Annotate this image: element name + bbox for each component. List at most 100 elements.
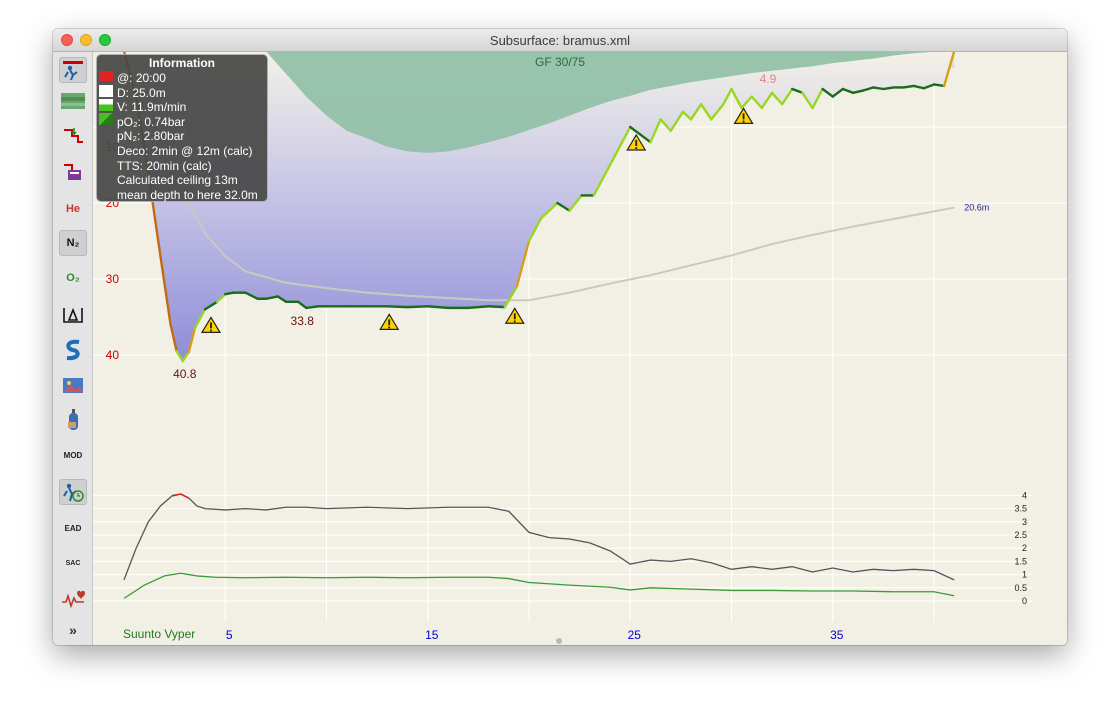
depth-profile-segment (159, 254, 172, 326)
diver-ceiling-icon (63, 61, 83, 81)
depth-profile-segment (467, 305, 490, 310)
depth-profile-segment (841, 87, 855, 94)
depth-profile-segment (527, 216, 543, 243)
warning-dot (742, 120, 745, 123)
depth-profile-segment (922, 83, 936, 90)
mod-icon: MOD (63, 450, 83, 460)
time-tick-label: 25 (628, 628, 642, 642)
mod-toggle[interactable]: MOD (59, 442, 87, 468)
depth-profile-segment (386, 305, 409, 309)
depth-profile-segment (406, 305, 429, 309)
warning-dot (513, 320, 516, 323)
time-tick-label: 5 (226, 628, 233, 642)
ceiling-area (265, 52, 955, 153)
heatmap-toggle[interactable] (59, 88, 87, 114)
depth-profile-segment (942, 52, 956, 88)
ceiling-steps-toggle[interactable] (59, 123, 87, 149)
warning-stroke (210, 322, 212, 329)
warning-stroke (388, 319, 391, 326)
depth-profile-segment (181, 350, 191, 363)
ead-toggle[interactable]: EAD (59, 515, 87, 541)
depth-profile-segment (556, 201, 571, 212)
he-toggle[interactable]: He (59, 196, 87, 222)
depth-profile-segment (175, 350, 184, 363)
close-window-button[interactable] (61, 34, 73, 46)
po2-swatch (99, 113, 113, 125)
warning-stroke (513, 313, 516, 320)
depth-profile-segment (801, 91, 814, 110)
title-bar: Subsurface: bramus.xml (53, 29, 1067, 52)
warning-icon (504, 307, 525, 324)
maximize-window-button[interactable] (99, 34, 111, 46)
info-box[interactable]: Information @: 20:00 D: 25.0m V: 11.9m/m… (96, 54, 268, 202)
info-ceiling: Calculated ceiling 13m (117, 173, 238, 188)
warning-icon (626, 133, 647, 151)
depth-profile-segment (780, 87, 794, 106)
o2-toggle[interactable]: O₂ (59, 265, 87, 291)
info-depth: D: 25.0m (117, 85, 166, 100)
depth-profile-segment (932, 83, 946, 88)
minimize-window-button[interactable] (80, 34, 92, 46)
mean-depth-label: 20.6m (964, 203, 989, 213)
gf-label: GF 30/75 (535, 55, 585, 69)
info-pn2: pN₂: 2.80bar (117, 129, 185, 144)
ruler-toggle[interactable] (59, 302, 87, 328)
n2-toggle[interactable]: N₂ (59, 230, 87, 256)
depth-profile-segment (791, 87, 804, 94)
ruler-icon (63, 307, 83, 323)
warning-stroke (635, 140, 638, 146)
deco-calc-icon (64, 164, 81, 180)
diver-tissue-icon (63, 483, 84, 502)
depth-profile-segment (487, 305, 506, 309)
scale-icon (66, 339, 80, 361)
depth-profile-segment (649, 118, 662, 144)
depth-profile-segment (169, 323, 178, 353)
depth-profile-segment (821, 87, 834, 98)
depth-profile-segment (539, 201, 559, 220)
depth-profile-segment (851, 89, 865, 94)
depth-profile-segment (224, 291, 235, 296)
ead-icon: EAD (64, 523, 82, 533)
depth-profile-segment (740, 95, 753, 110)
deco-calc-toggle[interactable] (59, 158, 87, 184)
total-pressure-line (123, 493, 955, 581)
splitter-handle[interactable] (556, 638, 562, 644)
profile-layers: 40.8 33.8 4.9 20.6m (123, 52, 989, 381)
depth-tick-label: 30 (106, 272, 120, 286)
depth-profile-segment (215, 292, 227, 304)
depth-profile-segment (276, 295, 288, 304)
helium-icon: He (65, 203, 81, 215)
depth-profile-segment (620, 125, 632, 144)
chevron-double-down-icon: » (69, 622, 77, 638)
depth-profile-segment (831, 87, 845, 98)
tank-toggle[interactable] (59, 407, 87, 433)
profile-toolbar: He N₂ O₂ MOD EAD SAC (53, 52, 93, 645)
scale-toggle[interactable] (59, 337, 87, 363)
dive-computer-label: Suunto Vyper (123, 627, 196, 641)
more-toggle[interactable]: » (59, 617, 87, 643)
ceiling-steps-icon (64, 128, 83, 143)
depth-profile-segment (426, 305, 450, 310)
depth-profile-segment (770, 91, 784, 106)
tissue-toggle[interactable] (59, 479, 87, 505)
warning-stroke (742, 113, 745, 120)
depth-profile-segment (669, 110, 685, 133)
depth-profile-segment (689, 103, 703, 121)
warning-dot (635, 147, 638, 149)
warning-dot (210, 329, 212, 332)
calc-ceiling-toggle[interactable] (59, 57, 87, 83)
sac-toggle[interactable]: SAC (59, 550, 87, 576)
depth-area (124, 52, 954, 362)
depth-profile-segment (710, 103, 725, 121)
heartrate-toggle[interactable] (59, 585, 87, 611)
info-tts: TTS: 20min (calc) (117, 158, 212, 173)
depth-profile-segment (629, 125, 642, 136)
pictures-toggle[interactable] (59, 372, 87, 398)
info-time: @: 20:00 (117, 71, 166, 85)
info-title: Information (149, 56, 215, 70)
max-depth-label: 40.8 (173, 367, 197, 381)
shallow-depth-label: 4.9 (760, 72, 777, 86)
warning-icon (379, 313, 400, 330)
info-lines: @: 20:00 D: 25.0m V: 11.9m/min pO₂: 0.74… (117, 71, 258, 202)
oxygen-icon: O₂ (66, 272, 80, 284)
